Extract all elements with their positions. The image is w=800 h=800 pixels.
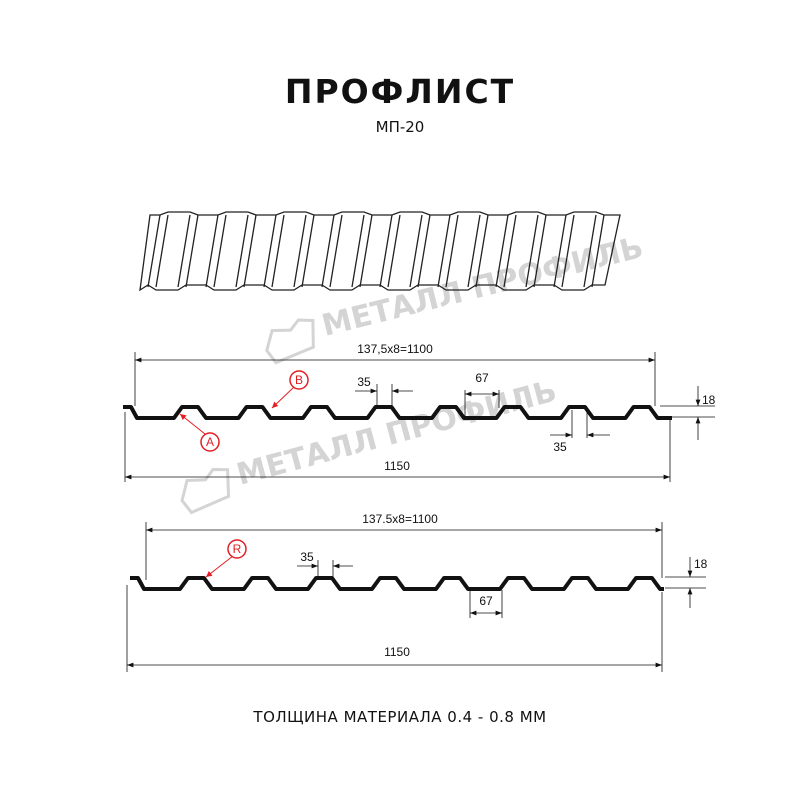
sheet-rib-line <box>379 214 393 288</box>
sheet-rib-line <box>467 214 481 288</box>
pitch-dimension: 137,5x8=1100 <box>357 342 433 356</box>
sheet-rib-line <box>205 214 219 288</box>
material-thickness-note: ТОЛЩИНА МАТЕРИАЛА 0.4 - 0.8 ММ <box>253 708 547 726</box>
callout-r-label: R <box>233 542 242 556</box>
page-title: ПРОФЛИСТ <box>284 72 516 111</box>
sheet-rib-line <box>185 214 199 288</box>
sheet-rib-line <box>495 214 509 288</box>
watermark-logo-icon <box>180 467 231 515</box>
sheet-rib-line <box>351 214 365 288</box>
top-flat-dimension: 35 <box>357 375 371 389</box>
sheet-rib-line <box>475 214 489 288</box>
sheet-rib-line <box>553 214 567 288</box>
profile-1-line <box>123 405 672 420</box>
sheet-rib-line <box>417 214 431 288</box>
pitch-dimension: 137.5x8=1100 <box>362 512 438 526</box>
sheet-rib-line <box>445 214 459 288</box>
callout-a-label: A <box>206 435 214 449</box>
top-flat-dimension: 35 <box>300 550 314 564</box>
sheet-outline <box>139 211 621 292</box>
sheet-rib-line <box>321 214 335 288</box>
watermark-2: МЕТАЛЛ ПРОФИЛЬ <box>180 374 560 515</box>
sheet-rib-line <box>155 214 169 288</box>
model-subtitle: МП-20 <box>375 118 425 136</box>
sheet-rib-line <box>561 214 575 288</box>
sheet-rib-line <box>387 214 401 288</box>
bottom-flat-dimension: 35 <box>553 440 567 454</box>
total-width: 1150 <box>384 645 410 659</box>
sheet-rib-line <box>591 214 605 288</box>
sheet-rib-line <box>301 214 315 288</box>
sheet-rib-line <box>293 214 307 288</box>
watermark-text: МЕТАЛЛ ПРОФИЛЬ <box>233 374 560 493</box>
sheet-3d-view <box>139 211 621 292</box>
sheet-rib-line <box>503 214 517 288</box>
sheet-rib-line <box>329 214 343 288</box>
rib-base-dimension: 67 <box>479 594 493 608</box>
height-dimension: 18 <box>694 557 708 571</box>
sheet-rib-line <box>177 214 191 288</box>
callout-r <box>227 539 247 559</box>
sheet-rib-line <box>525 214 539 288</box>
sheet-rib-line <box>243 214 257 288</box>
sheet-rib-line <box>533 214 547 288</box>
profile-2-section: 137.5x8=1100 1150 35 67 18 R <box>126 512 708 672</box>
callout-a <box>200 432 220 452</box>
height-dimension: 18 <box>702 393 716 407</box>
sheet-rib-line <box>263 214 277 288</box>
sheet-rib-line <box>437 214 451 288</box>
sheet-rib-line <box>271 214 285 288</box>
callout-b <box>289 370 309 390</box>
sheet-rib-line <box>409 214 423 288</box>
sheet-rib-line <box>147 214 161 288</box>
sheet-rib-line <box>359 214 373 288</box>
total-width: 1150 <box>384 459 410 473</box>
profile-2-line <box>130 576 664 591</box>
callout-b-label: B <box>295 373 303 387</box>
sheet-rib-line <box>213 214 227 288</box>
rib-base-dimension: 67 <box>475 371 489 385</box>
profile-1-section: 137,5x8=1100 1150 35 67 35 18 B A <box>123 342 716 482</box>
sheet-rib-line <box>235 214 249 288</box>
sheet-rib-line <box>583 214 597 288</box>
watermark-logo-icon <box>265 318 315 365</box>
